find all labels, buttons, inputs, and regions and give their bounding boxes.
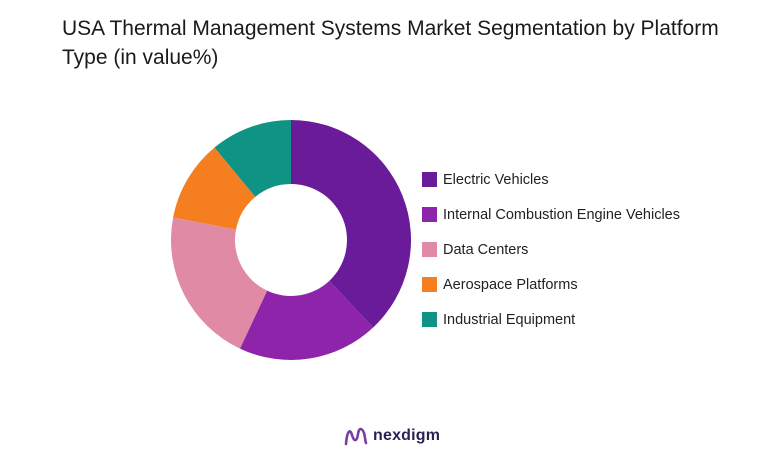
brand-name: nexdigm xyxy=(373,427,441,444)
chart-legend: Electric Vehicles Internal Combustion Eng… xyxy=(422,162,680,337)
donut-slice-industrial-equipment xyxy=(214,120,291,197)
legend-label: Data Centers xyxy=(443,241,529,258)
legend-item: Industrial Equipment xyxy=(422,302,680,337)
legend-item: Internal Combustion Engine Vehicles xyxy=(422,197,680,232)
legend-swatch xyxy=(422,277,437,292)
donut-slice-internal-combustion-engine-vehicles xyxy=(239,280,374,360)
brand-logo: nexdigm xyxy=(343,425,440,447)
legend-item: Electric Vehicles xyxy=(422,162,680,197)
legend-swatch xyxy=(422,207,437,222)
legend-item: Data Centers xyxy=(422,232,680,267)
legend-swatch xyxy=(422,172,437,187)
donut-slice-electric-vehicles xyxy=(291,120,412,328)
legend-swatch xyxy=(422,242,437,257)
legend-item: Aerospace Platforms xyxy=(422,267,680,302)
legend-label: Electric Vehicles xyxy=(443,171,549,188)
legend-label: Industrial Equipment xyxy=(443,311,576,328)
chart-title: USA Thermal Management Systems Market Se… xyxy=(62,17,719,69)
legend-label: Internal Combustion Engine Vehicles xyxy=(443,206,680,223)
legend-label: Aerospace Platforms xyxy=(443,276,578,293)
donut-slice-data-centers xyxy=(170,217,268,349)
donut-slice-aerospace-platforms xyxy=(173,147,256,230)
nexdigm-logo-icon xyxy=(344,427,368,446)
legend-swatch xyxy=(422,312,437,327)
